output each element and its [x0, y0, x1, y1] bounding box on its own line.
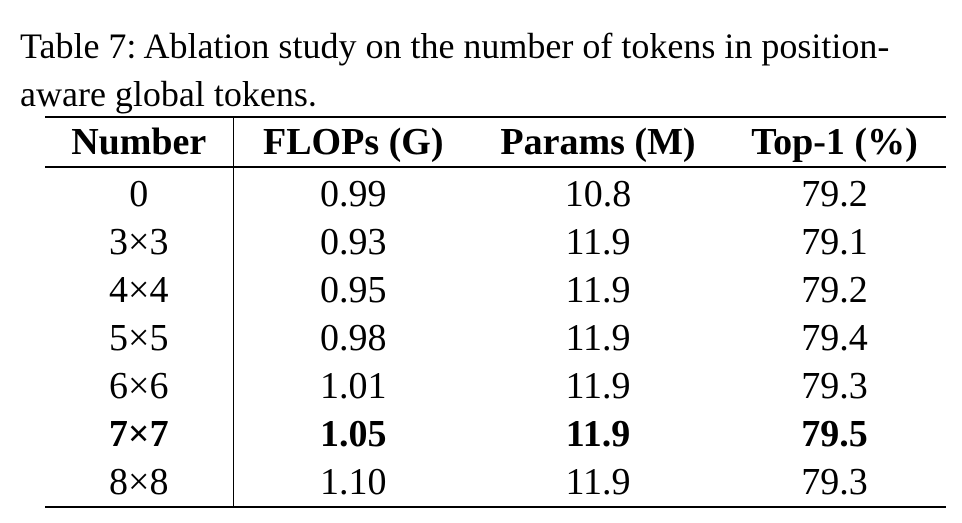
cell-number: 8×8 [45, 458, 234, 507]
cell-top1: 79.4 [801, 317, 868, 359]
cell-top1: 79.5 [801, 413, 868, 455]
cell-top1: 79.3 [801, 461, 868, 503]
cell-flops: 1.01 [320, 365, 387, 407]
cell-top1: 79.1 [801, 221, 868, 263]
cell-params: 10.8 [564, 173, 632, 215]
cell-params: 11.9 [565, 269, 631, 311]
cell-params: 11.9 [565, 317, 631, 359]
ablation-table-container: Number FLOPs (G) Params (M) Top-1 (%) 0 … [45, 116, 946, 508]
ablation-table: Number FLOPs (G) Params (M) Top-1 (%) 0 … [45, 116, 946, 508]
table-row: 4×4 0.95 11.9 79.2 [45, 266, 946, 314]
cell-number: 0 [45, 167, 234, 218]
cell-number: 3×3 [45, 218, 234, 266]
cell-params: 11.9 [565, 365, 631, 407]
header-number: Number [45, 117, 234, 167]
table-row: 3×3 0.93 11.9 79.1 [45, 218, 946, 266]
cell-params: 11.9 [565, 413, 631, 455]
cell-top1: 79.3 [801, 365, 868, 407]
header-top1: Top-1 (%) [751, 121, 918, 163]
cell-params: 11.9 [565, 461, 631, 503]
table-row: 5×5 0.98 11.9 79.4 [45, 314, 946, 362]
header-flops: FLOPs (G) [263, 121, 444, 163]
caption-line-2: aware global tokens. [20, 74, 317, 114]
cell-flops: 1.10 [320, 461, 387, 503]
header-params: Params (M) [500, 121, 696, 163]
cell-flops: 0.99 [320, 173, 387, 215]
table-row: 6×6 1.01 11.9 79.3 [45, 362, 946, 410]
table-row: 8×8 1.10 11.9 79.3 [45, 458, 946, 507]
cell-number: 7×7 [45, 410, 234, 458]
cell-flops: 0.98 [320, 317, 387, 359]
cell-number: 6×6 [45, 362, 234, 410]
table-caption: Table 7: Ablation study on the number of… [20, 22, 962, 118]
cell-number: 4×4 [45, 266, 234, 314]
cell-flops: 0.95 [320, 269, 387, 311]
table-row: 7×7 1.05 11.9 79.5 [45, 410, 946, 458]
cell-top1: 79.2 [801, 173, 868, 215]
cell-number: 5×5 [45, 314, 234, 362]
cell-flops: 0.93 [320, 221, 387, 263]
cell-flops: 1.05 [320, 413, 387, 455]
cell-top1: 79.2 [801, 269, 868, 311]
cell-params: 11.9 [565, 221, 631, 263]
table-header-row: Number FLOPs (G) Params (M) Top-1 (%) [45, 117, 946, 167]
table-row: 0 0.99 10.8 79.2 [45, 167, 946, 218]
caption-line-1: Table 7: Ablation study on the number of… [20, 26, 890, 66]
